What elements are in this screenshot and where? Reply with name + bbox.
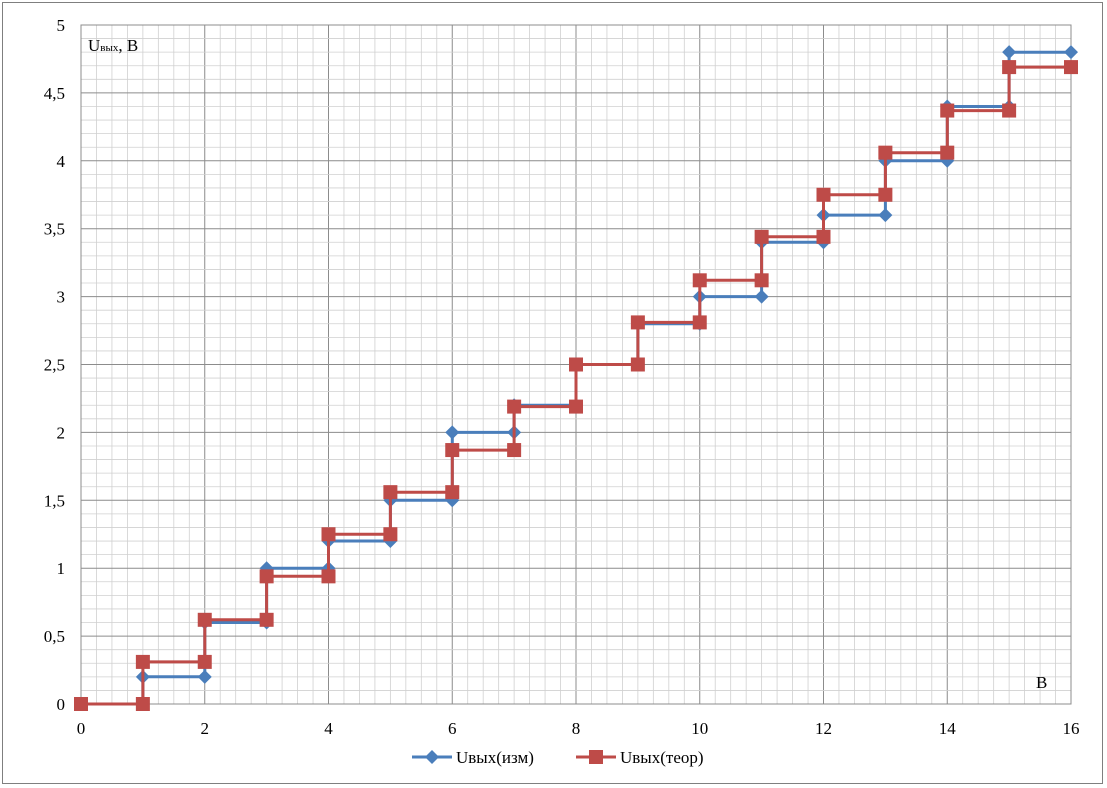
legend-label-theoretical: Uвых(теор): [620, 748, 704, 767]
data-point-square: [259, 612, 274, 627]
y-tick-label: 2: [57, 423, 66, 442]
legend-diamond-icon: [425, 750, 439, 764]
data-point-square: [321, 569, 336, 584]
data-point-diamond: [197, 669, 212, 684]
data-point-square: [569, 399, 583, 414]
data-point-square: [259, 569, 274, 584]
series-1: [74, 60, 1078, 711]
data-point-square: [569, 357, 583, 372]
x-tick-label: 6: [448, 719, 457, 738]
x-tick-label: 4: [324, 719, 333, 738]
data-point-square: [383, 485, 398, 500]
legend-label-measured: Uвых(изм): [456, 748, 534, 767]
series-line: [81, 65, 1071, 706]
data-point-square: [135, 654, 150, 669]
data-point-square: [445, 443, 460, 458]
y-axis-title: Uвых, B: [88, 36, 138, 55]
y-tick-label: 1: [57, 559, 66, 578]
y-tick-label: 1,5: [44, 491, 65, 510]
y-tick-label: 4: [57, 152, 66, 171]
y-tick-label: 3: [57, 288, 66, 307]
data-point-square: [940, 103, 955, 118]
data-point-square: [1064, 60, 1078, 75]
data-point-square: [507, 399, 522, 414]
data-point-square: [135, 697, 150, 711]
y-tick-label: 4,5: [44, 84, 65, 103]
legend-square-icon: [589, 750, 603, 764]
data-point-diamond: [878, 208, 893, 223]
data-point-diamond: [1002, 45, 1017, 60]
data-point-square: [692, 315, 707, 330]
data-point-square: [1002, 103, 1017, 118]
data-point-square: [197, 612, 212, 627]
x-axis-title: B: [1036, 673, 1047, 692]
legend: Uвых(изм) Uвых(теор): [412, 748, 704, 767]
data-point-square: [754, 273, 769, 288]
y-tick-label: 0: [57, 695, 66, 714]
data-point-square: [630, 315, 645, 330]
x-tick-label: 12: [815, 719, 832, 738]
x-tick-label: 8: [572, 719, 581, 738]
data-point-square: [630, 357, 645, 372]
x-tick-label: 16: [1063, 719, 1080, 738]
data-point-square: [940, 145, 955, 160]
tick-labels: 0 2 4 6 8 10 12 14 16 0 0,5 1 1,5 2 2,5 3 3,5 4 4,5 5: [44, 16, 1080, 738]
data-point-square: [878, 187, 893, 202]
y-tick-label: 3,5: [44, 220, 65, 239]
x-tick-label: 10: [691, 719, 708, 738]
y-tick-label: 0,5: [44, 627, 65, 646]
legend-item-theoretical: Uвых(теор): [576, 748, 704, 767]
data-point-diamond: [754, 289, 769, 304]
legend-item-measured: Uвых(изм): [412, 748, 534, 767]
x-tick-label: 0: [77, 719, 86, 738]
series-layer: [74, 45, 1078, 711]
data-point-square: [816, 187, 831, 202]
data-point-square: [445, 485, 460, 500]
data-point-square: [74, 697, 88, 711]
data-point-diamond: [445, 425, 460, 440]
y-tick-label: 2,5: [44, 356, 65, 375]
data-point-square: [692, 273, 707, 288]
data-point-square: [878, 145, 893, 160]
plot-border: [80, 24, 1072, 705]
data-point-square: [507, 443, 522, 458]
x-tick-label: 14: [939, 719, 957, 738]
y-tick-label: 5: [57, 16, 66, 35]
x-tick-label: 2: [201, 719, 210, 738]
data-point-square: [1002, 60, 1017, 75]
data-point-square: [383, 527, 398, 542]
data-point-diamond: [1064, 45, 1078, 60]
data-point-square: [816, 229, 831, 244]
data-point-square: [754, 229, 769, 244]
data-point-square: [197, 654, 212, 669]
data-point-square: [321, 527, 336, 542]
